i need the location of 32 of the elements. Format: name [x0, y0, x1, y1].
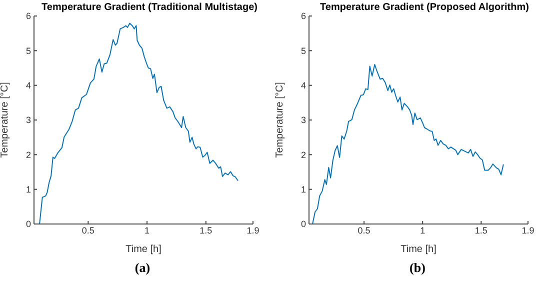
x-tick-label: 1.9 [246, 225, 260, 236]
y-tick-label: 0 [300, 219, 306, 230]
x-tick-label: 0.5 [82, 225, 94, 236]
x-tick-label: 0.5 [358, 225, 370, 236]
chart-title: Temperature Gradient (Traditional Multistage) [40, 2, 258, 13]
y-tick-label: 3 [26, 115, 31, 126]
y-tick-label: 1 [26, 184, 31, 195]
y-tick-label: 4 [26, 80, 31, 91]
x-tick-label: 1 [420, 225, 426, 236]
y-tick-label: 4 [300, 80, 306, 91]
x-tick-label: 1 [144, 225, 150, 236]
y-tick-label: 3 [300, 115, 306, 126]
x-tick-label: 1.9 [522, 225, 534, 236]
text: (a) [134, 260, 152, 276]
y-tick-label: 1 [300, 184, 306, 195]
text: (b) [408, 260, 426, 276]
y-axis-title: Temperature [°C] [274, 82, 286, 158]
x-tick-label: 1.5 [200, 225, 212, 236]
y-tick-label: 0 [26, 219, 31, 230]
line-series [39, 22, 238, 224]
line-series [312, 64, 504, 224]
y-tick-label: 2 [300, 150, 306, 160]
x-axis-title: Time [h] [400, 244, 437, 255]
chart-title: Temperature Gradient (Proposed Algorithm) [319, 2, 530, 13]
x-tick-label: 1.5 [474, 225, 488, 236]
y-tick-label: 5 [26, 46, 31, 56]
y-tick-label: 6 [300, 11, 306, 22]
y-tick-label: 2 [26, 150, 31, 160]
y-tick-label: 6 [26, 11, 31, 22]
y-axis-title: Temperature [°C] [0, 82, 11, 158]
x-axis-title: Time [h] [126, 244, 162, 255]
y-tick-label: 5 [300, 46, 306, 56]
